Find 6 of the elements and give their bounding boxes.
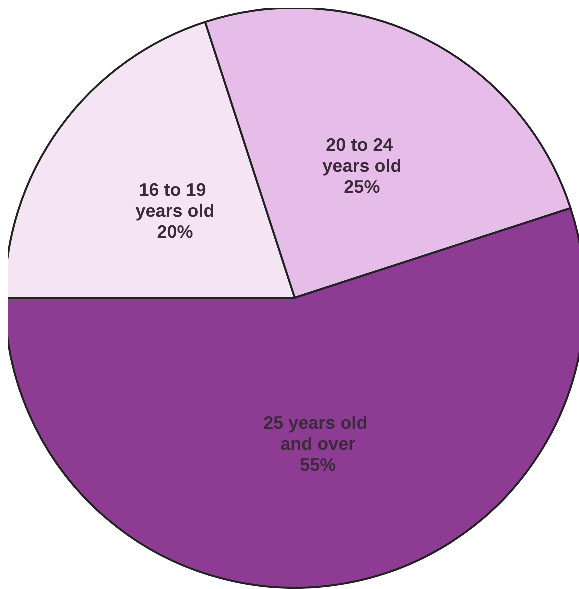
slice-label: 16 to 19 years old xyxy=(136,180,215,222)
data-label: 55% xyxy=(300,455,336,476)
data-label: 25% xyxy=(344,177,380,198)
data-label: 20% xyxy=(157,222,194,242)
slice-label: 25 years old and over xyxy=(264,413,373,454)
slice-label: 20 to 24 years old xyxy=(322,135,402,176)
